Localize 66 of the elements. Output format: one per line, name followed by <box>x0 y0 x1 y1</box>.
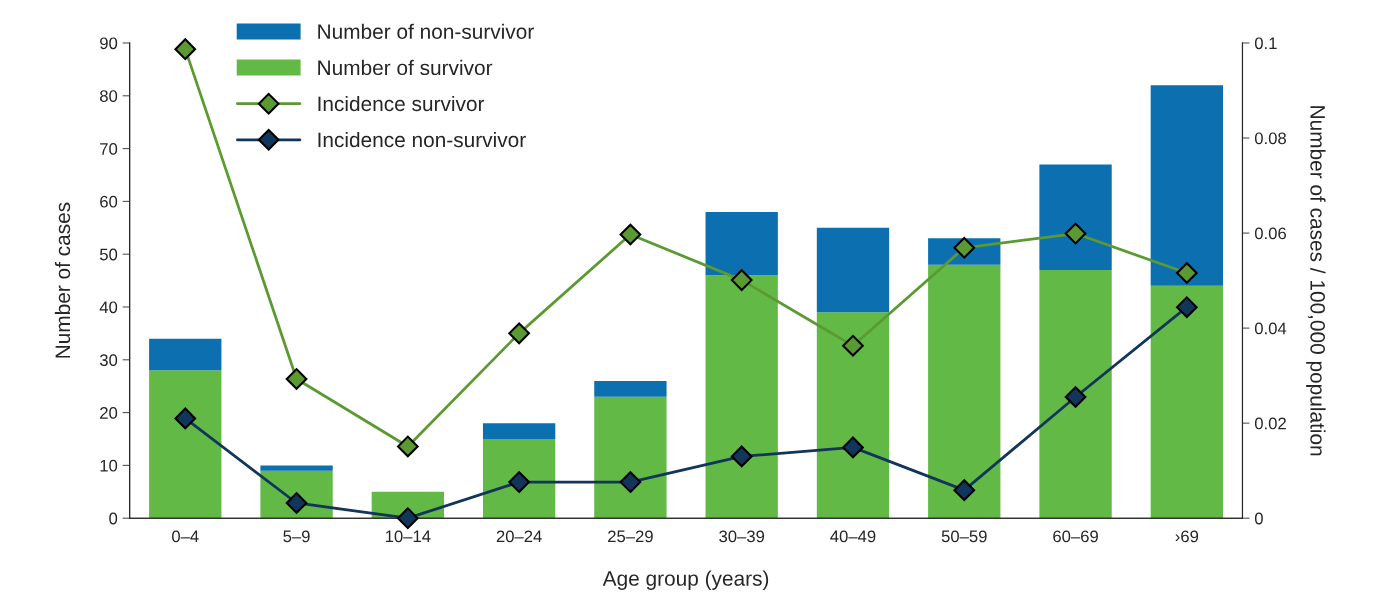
point <box>842 334 864 357</box>
bar <box>816 312 890 519</box>
bar <box>594 380 667 397</box>
bar <box>705 275 778 519</box>
point <box>619 471 642 493</box>
y-axis-title: Number of cases <box>54 202 71 358</box>
point <box>174 407 197 430</box>
bar <box>1039 164 1112 271</box>
bar <box>816 227 890 313</box>
bar <box>260 465 333 471</box>
y2-tick-label: 0 <box>1254 512 1263 525</box>
x-tick-label: 40–49 <box>830 530 876 543</box>
bar <box>1039 270 1112 519</box>
legend-label: Incidence survivor <box>318 95 485 112</box>
y-tick-label: 40 <box>99 301 118 314</box>
x-tick-label: 60–69 <box>1053 530 1098 543</box>
point <box>1064 222 1087 245</box>
x-tick-label: 25–29 <box>608 530 653 543</box>
point <box>842 436 864 459</box>
y-tick-label: 60 <box>100 195 118 208</box>
y-tick-label: 50 <box>99 248 118 261</box>
y2-tick-label: 0.1 <box>1254 37 1277 50</box>
x-tick-label: 5–9 <box>283 530 310 543</box>
y-tick-label: 90 <box>100 37 118 50</box>
y2-tick-label: 0.04 <box>1254 322 1287 335</box>
x-axis-title: Age group (years) <box>602 570 769 590</box>
x-tick-label: 50–59 <box>941 530 987 543</box>
bar <box>1150 285 1223 519</box>
point <box>1175 296 1198 319</box>
x-tick-label: ›69 <box>1175 530 1199 543</box>
point <box>730 445 753 468</box>
point <box>174 38 197 61</box>
legend-label: Number of survivor <box>318 59 493 76</box>
point <box>396 435 419 458</box>
point <box>1175 262 1198 284</box>
bar <box>594 396 667 519</box>
point <box>953 479 976 502</box>
bar <box>149 338 222 371</box>
y-tick-label: 0 <box>109 512 118 525</box>
point <box>1064 386 1087 408</box>
legend-label: Incidence non-survivor <box>318 131 526 148</box>
x-tick-label: 20–24 <box>496 530 542 543</box>
bar <box>705 211 778 276</box>
point <box>508 322 530 345</box>
x-tick-label: 10–14 <box>385 530 431 543</box>
point <box>285 368 308 390</box>
point <box>396 507 419 530</box>
x-tick-label: 30–39 <box>719 530 765 543</box>
y-tick-label: 80 <box>100 90 118 102</box>
point <box>730 269 753 291</box>
y2-tick-label: 0.02 <box>1254 417 1286 430</box>
bar <box>928 264 1001 519</box>
legend-label: Number of non-survivor <box>318 23 534 40</box>
x-tick-label: 0–4 <box>172 530 199 543</box>
y2-tick-label: 0.08 <box>1254 132 1286 145</box>
bar <box>482 438 556 519</box>
y2-tick-label: 0.06 <box>1254 227 1286 240</box>
y2-axis-title: Number of cases / 100,000 population <box>1306 106 1326 456</box>
y-tick-label: 30 <box>99 354 118 366</box>
point <box>619 223 642 246</box>
bar <box>482 423 556 439</box>
y-tick-label: 70 <box>100 142 118 155</box>
y-tick-label: 10 <box>100 459 118 472</box>
bar <box>149 370 222 519</box>
y-tick-label: 20 <box>100 406 118 419</box>
bar <box>1150 85 1223 286</box>
